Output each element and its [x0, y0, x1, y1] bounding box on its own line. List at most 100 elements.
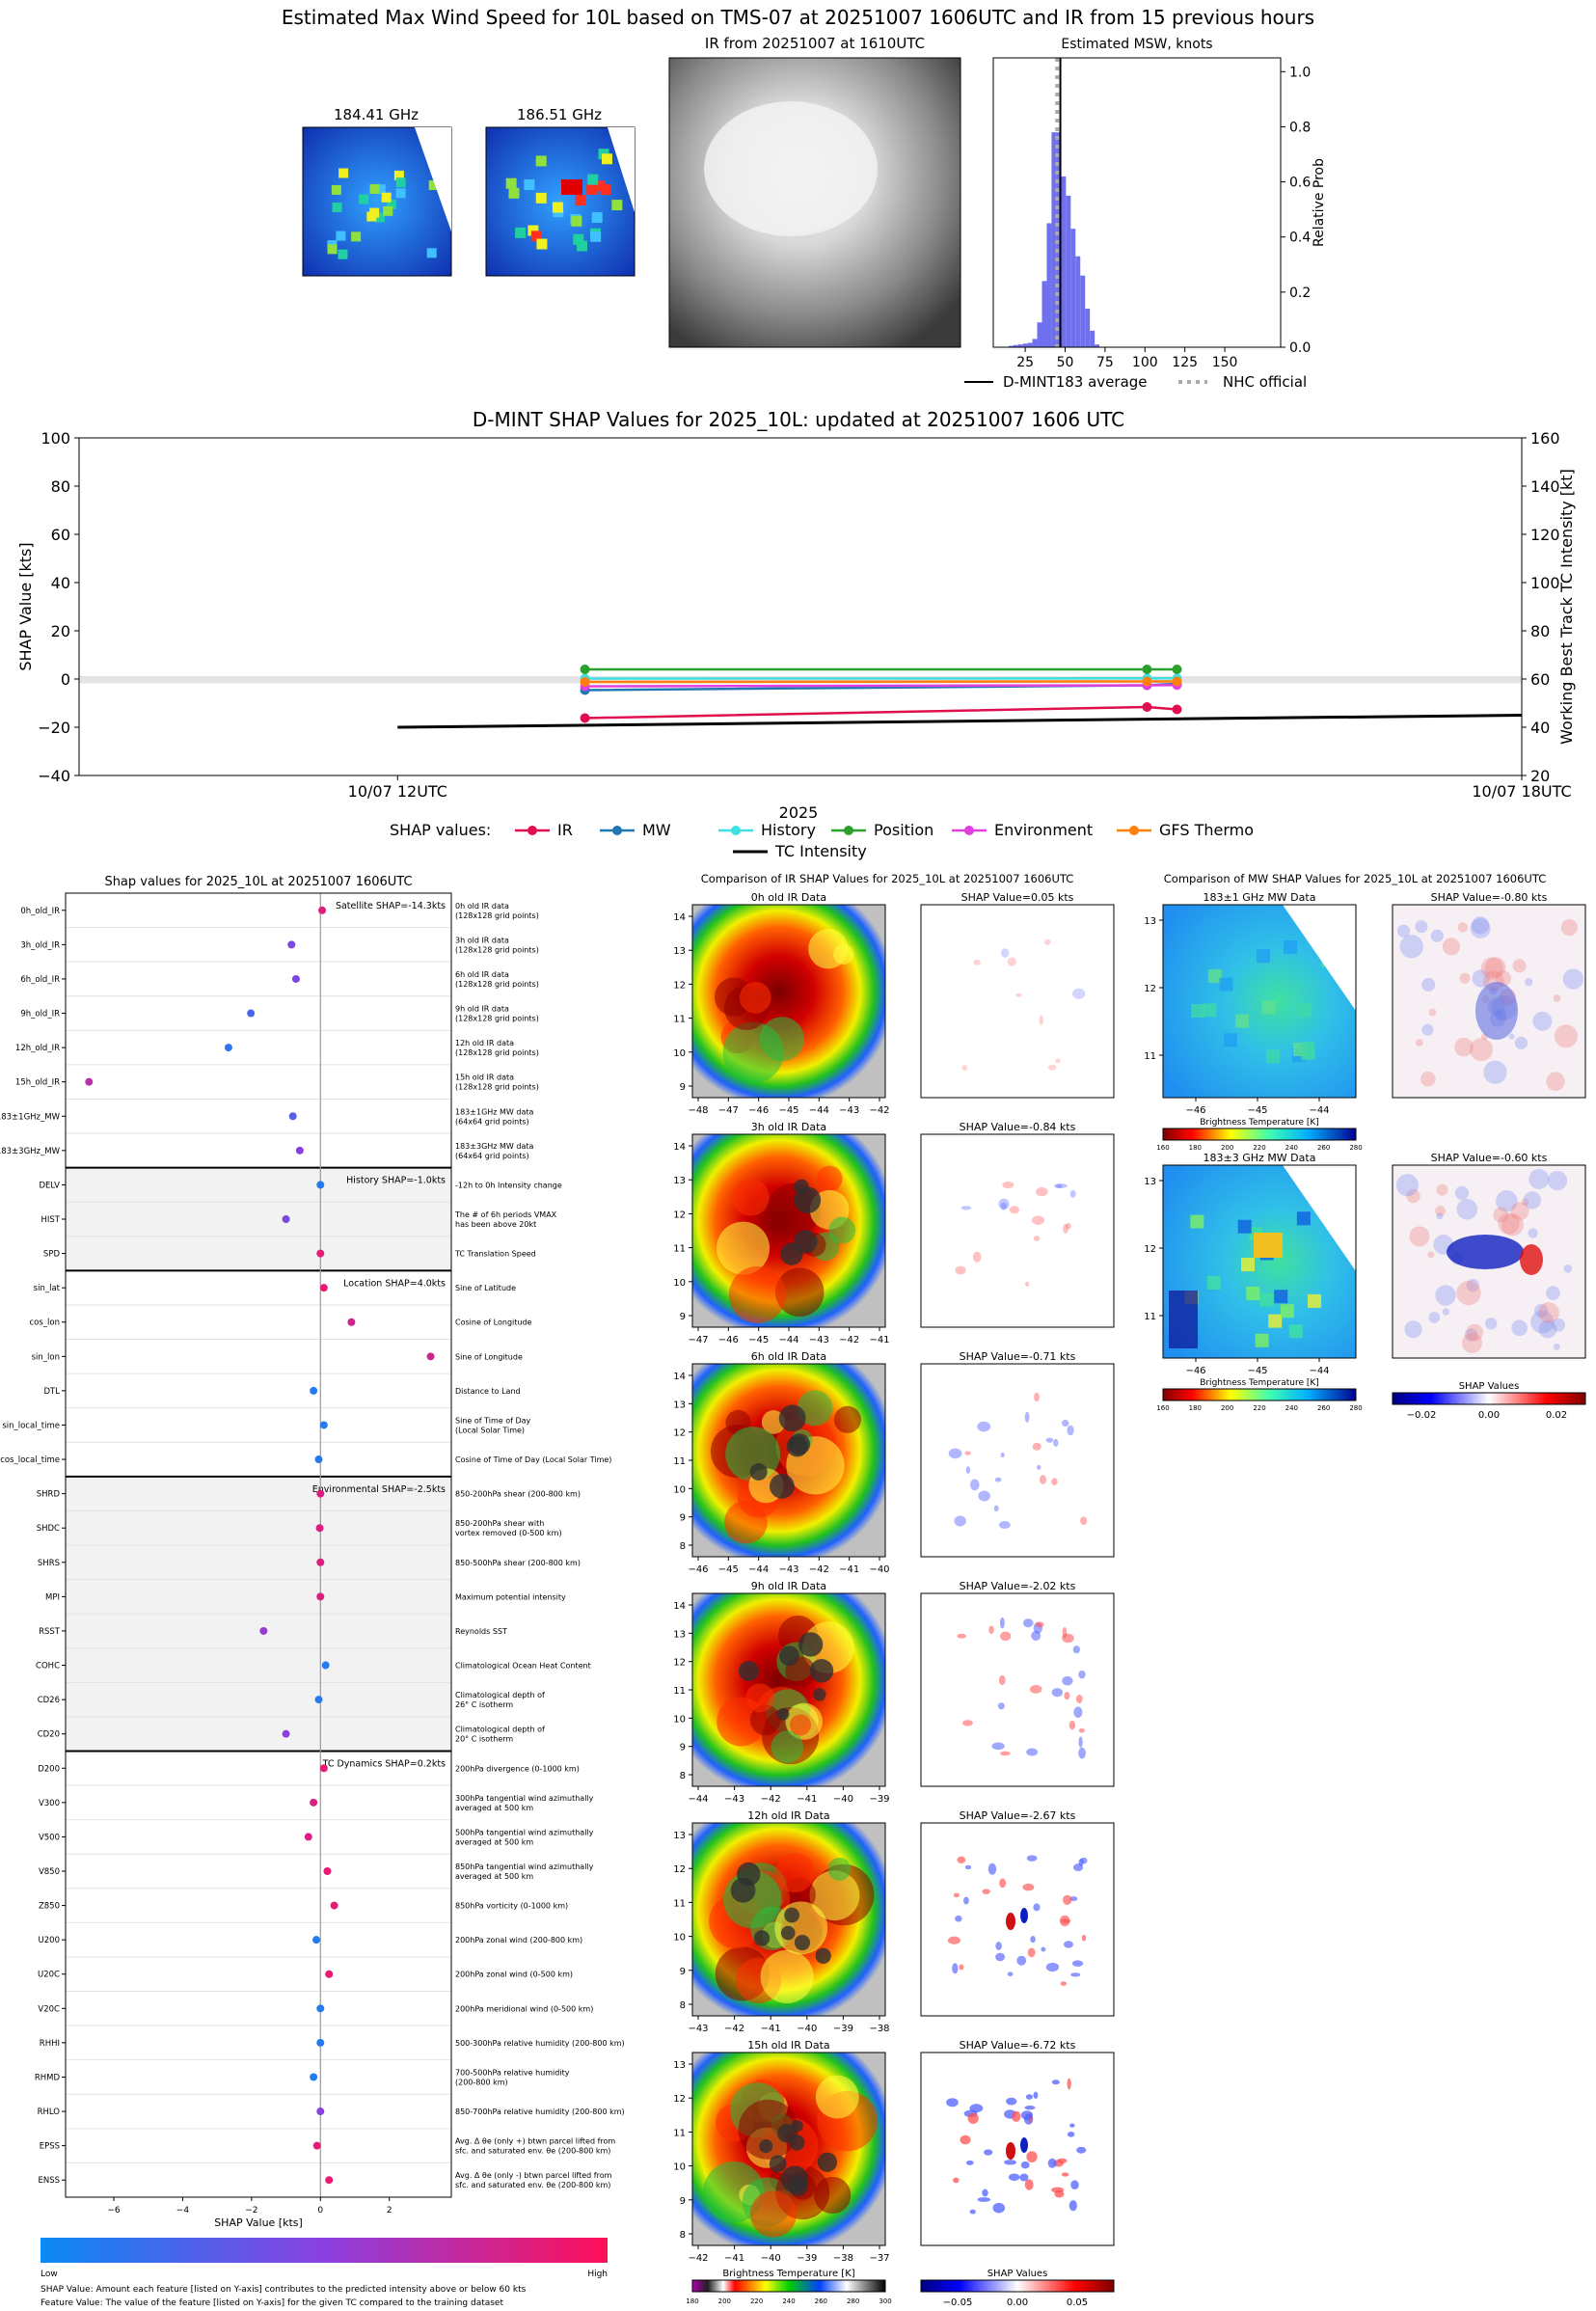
feature-name: COHC [36, 1662, 60, 1672]
mw1-pixel [374, 212, 385, 223]
feature-point [319, 1284, 328, 1292]
ir-shap-blob [1076, 2146, 1087, 2154]
ir-shap-blob [995, 1942, 1002, 1950]
ir-ytick-label: 9 [680, 2196, 686, 2207]
ir-shap-label: SHAP Value=-2.67 kts [960, 1809, 1076, 1822]
ir-cold-top [791, 2119, 803, 2133]
feature-desc: (64x64 grid points) [455, 1152, 529, 1160]
mw-shap-blob [1456, 1198, 1478, 1220]
hist-xtick-label: 150 [1212, 355, 1238, 370]
mw1-pixel [338, 168, 349, 178]
hist-title: Estimated MSW, knots [1061, 37, 1212, 52]
ir-cold-top [817, 2152, 838, 2172]
feature-desc: sfc. and saturated env. θe (200-800 km) [455, 2147, 610, 2156]
ir-shap-blob [1071, 1960, 1084, 1967]
mw-pixel [1274, 1290, 1288, 1304]
mw2-pixel [587, 174, 599, 185]
ir-cold-top [794, 1179, 809, 1194]
mw-shap-blob [1484, 957, 1506, 978]
mw-shap-blob [1471, 916, 1490, 935]
mw2-pixel [590, 231, 602, 242]
feature-point [312, 2141, 321, 2150]
mw-row-label: 183±1 GHz MW Data [1204, 891, 1316, 904]
ir-cloud-blob [717, 1221, 771, 1275]
mw-bt-tick: 160 [1156, 1144, 1169, 1152]
ir-shap-tick: −0.05 [943, 2297, 973, 2308]
high-label: High [587, 2270, 608, 2279]
mw2-pixel [575, 195, 586, 206]
ir-xtick-label: −41 [724, 2253, 744, 2264]
series-line-ir [584, 705, 1177, 720]
ir-shap-blob [997, 1702, 1005, 1710]
ts-ytick-label: 80 [51, 477, 70, 496]
feature-desc: (128x128 grid points) [455, 980, 539, 989]
hist-bar [1046, 223, 1052, 347]
ir-shap-blob [1051, 1688, 1063, 1698]
shap-ts-title: D-MINT SHAP Values for 2025_10L: updated… [473, 408, 1124, 431]
mw-shap-blob [1508, 1033, 1515, 1040]
feature-desc: 200hPa zonal wind (200-800 km) [455, 1936, 582, 1944]
mw-shap-blob [1510, 1202, 1529, 1221]
mw-shap-blob [1395, 1174, 1420, 1197]
mw-shap-blob [1546, 1072, 1565, 1091]
mw-shap-blob [1454, 1037, 1474, 1057]
ir-ytick-label: 11 [673, 2128, 686, 2138]
ir-shap-blob [948, 1448, 962, 1459]
ir-shap-blob [1026, 1748, 1039, 1756]
ir-xtick-label: −41 [761, 2024, 781, 2034]
feature-value-colorbar [41, 2238, 608, 2263]
feature-desc: 850-200hPa shear (200-800 km) [455, 1490, 581, 1499]
ir-cloud-blob [774, 1853, 815, 1893]
mw1-pixel [359, 194, 369, 204]
ir-row-label: 3h old IR Data [751, 1121, 826, 1133]
mw-pixel [1256, 949, 1270, 964]
legend-marker [1129, 826, 1139, 835]
feature-desc: 183±1GHz MW data [455, 1107, 533, 1116]
mw-shap-blob [1538, 1319, 1557, 1339]
ts-ytick-label: 20 [51, 622, 70, 640]
ir-cloud-blob [827, 1858, 852, 1881]
feature-point [315, 1524, 324, 1533]
ir-shap-blob [978, 1490, 990, 1502]
ir-shap-blob [1051, 2080, 1060, 2085]
mw-pixel [1265, 1049, 1280, 1064]
ir-ytick-label: 10 [673, 1484, 686, 1495]
ir-shap-tick: 0.05 [1067, 2297, 1088, 2308]
ir-xtick-label: −38 [869, 2024, 889, 2034]
ir-cold-top [789, 2134, 805, 2151]
mw-shap-blob [1415, 1039, 1423, 1047]
hist-bar [1017, 344, 1023, 347]
feature-desc: 200hPa divergence (0-1000 km) [455, 1764, 580, 1773]
mw-shap-blob [1554, 1024, 1579, 1048]
mw-comparison-title: Comparison of MW SHAP Values for 2025_10… [1164, 872, 1546, 885]
ir-ytick-label: 12 [673, 1210, 686, 1220]
mw-shap-tick: 0.02 [1546, 1410, 1567, 1421]
ir-xtick-label: −41 [869, 1335, 889, 1346]
feature-point [282, 1215, 290, 1223]
mw-shap-blob [1442, 938, 1461, 956]
feature-desc: Sine of Latitude [455, 1284, 516, 1292]
ir-shap-blob [1030, 1935, 1036, 1944]
mw-pixel [1207, 968, 1222, 983]
feature-point [319, 1764, 328, 1773]
ir-cloud-blob [739, 981, 771, 1014]
ir-shap-blob [1063, 1941, 1073, 1948]
mw-pixel [1268, 1314, 1283, 1328]
ir-shap-blob [1039, 1015, 1043, 1026]
feature-name: SHRD [37, 1490, 61, 1500]
mw1-pixel [375, 184, 386, 195]
ir-row-label: 15h old IR Data [747, 2039, 829, 2052]
mw2-pixel [594, 180, 606, 192]
ir-shap-blob [1004, 2160, 1016, 2165]
ir-comparison-title: Comparison of IR SHAP Values for 2025_10… [701, 872, 1074, 885]
mw-shap-tick: 0.00 [1478, 1410, 1500, 1421]
ir-shap-blob [1067, 1425, 1074, 1436]
hist-ytick-label: 0.6 [1289, 176, 1311, 191]
ir-xtick-label: −41 [797, 1794, 817, 1805]
mw-shap-blob [1428, 1008, 1437, 1017]
bee-xtick-label: −4 [176, 2206, 190, 2216]
ir-shap-hotspot [1006, 2142, 1015, 2160]
mw-shap-label: SHAP Value=-0.80 kts [1431, 891, 1548, 904]
ir-xtick-label: −48 [688, 1105, 708, 1116]
